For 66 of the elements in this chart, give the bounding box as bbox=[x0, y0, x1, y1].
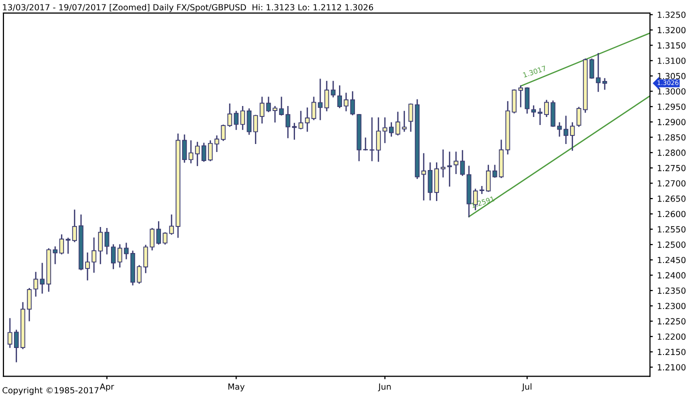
candlestick bbox=[26, 288, 32, 322]
candlestick bbox=[298, 110, 304, 130]
y-tick-label: 1.2700 bbox=[658, 180, 686, 187]
candlestick bbox=[330, 80, 336, 98]
y-tick-label: 1.2850 bbox=[658, 134, 686, 141]
candlestick bbox=[214, 135, 220, 152]
candlestick bbox=[136, 265, 142, 284]
candlestick bbox=[602, 78, 608, 90]
candlestick bbox=[395, 112, 400, 136]
x-tick-label: Apr bbox=[100, 384, 114, 392]
y-tick-label: 1.2950 bbox=[658, 104, 686, 110]
candlestick bbox=[240, 106, 246, 130]
text: Copyright ©1985-2017 bbox=[2, 386, 98, 396]
candlestick bbox=[421, 153, 426, 200]
y-tick-label: 1.2400 bbox=[658, 272, 686, 278]
candlestick bbox=[576, 106, 582, 127]
candlestick bbox=[117, 244, 122, 268]
candlestick bbox=[486, 164, 491, 192]
candlestick bbox=[143, 244, 148, 274]
candlestick bbox=[318, 78, 323, 120]
y-tick-label: 1.2250 bbox=[658, 318, 686, 324]
chart-title: 13/03/2017 - 19/07/2017 [Zoomed] Daily FX/Spot/GBPUSD Hi: 1.3123 Lo: 1.2112 1.3026 bbox=[2, 4, 374, 12]
y-tick-label: 1.3250 bbox=[658, 12, 686, 18]
y-tick-label: 1.3100 bbox=[658, 58, 686, 64]
candlestick bbox=[324, 80, 330, 112]
y-tick-label: 1.2800 bbox=[658, 150, 686, 156]
candlestick bbox=[447, 152, 452, 187]
candlestick bbox=[311, 96, 316, 120]
candlestick bbox=[408, 104, 414, 132]
y-tick-label: 1.2200 bbox=[658, 333, 686, 340]
y-tick-label: 1.3000 bbox=[658, 88, 686, 95]
y-tick-label: 1.2750 bbox=[658, 164, 686, 172]
candlestick bbox=[208, 140, 213, 162]
y-tick-label: 1.2500 bbox=[658, 242, 686, 248]
candlestick bbox=[150, 228, 155, 250]
candlestick bbox=[428, 162, 433, 200]
candlestick bbox=[589, 58, 594, 79]
candlestick bbox=[512, 89, 517, 114]
y-tick-label: 1.2350 bbox=[658, 288, 686, 294]
y-tick-label: 1.3050 bbox=[658, 72, 686, 80]
candlestick bbox=[40, 262, 45, 294]
candlestick bbox=[524, 87, 530, 114]
candlestick bbox=[227, 104, 232, 127]
y-tick-label: 1.2150 bbox=[658, 348, 686, 356]
x-tick-label: Jun bbox=[378, 384, 391, 392]
candlestick bbox=[402, 110, 407, 132]
candlestick bbox=[304, 108, 310, 132]
y-tick-label: 1.2900 bbox=[658, 118, 686, 126]
candlestick bbox=[33, 272, 38, 297]
y-tick-label: 1.3200 bbox=[658, 26, 686, 34]
y-tick-label: 1.2100 bbox=[658, 364, 686, 370]
x-tick-label: Jul bbox=[522, 383, 532, 392]
candlestick bbox=[596, 52, 601, 92]
candlestick bbox=[124, 242, 129, 260]
y-tick-label: 1.3150 bbox=[658, 42, 686, 49]
y-tick-label: 1.2450 bbox=[658, 256, 686, 264]
x-tick-label: May bbox=[228, 384, 245, 392]
candlestick bbox=[234, 110, 239, 130]
candlestick bbox=[220, 124, 226, 141]
candlestick bbox=[337, 85, 342, 108]
y-tick-label: 1.2550 bbox=[658, 226, 686, 232]
y-tick-label: 1.2600 bbox=[658, 210, 686, 218]
y-tick-label: 1.2300 bbox=[658, 302, 686, 310]
y-tick-label: 1.2650 bbox=[658, 196, 686, 202]
candlestick bbox=[492, 164, 498, 178]
candlestick bbox=[518, 85, 524, 108]
